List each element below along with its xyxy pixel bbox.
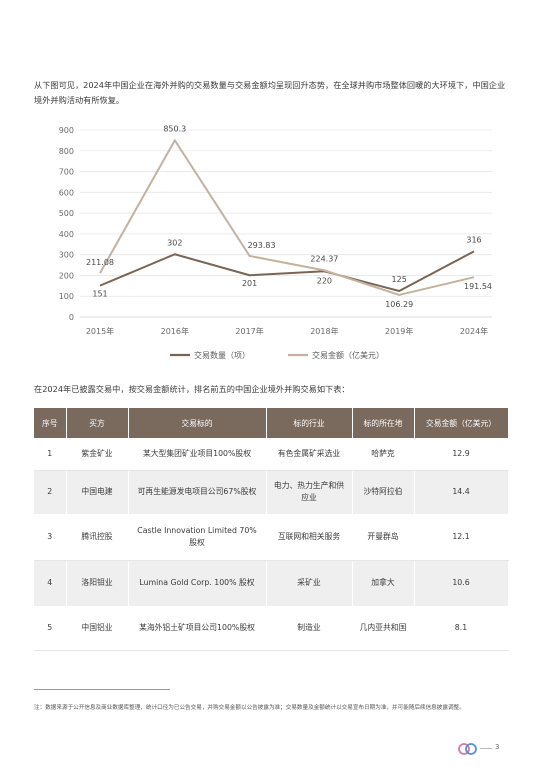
legend-label: 交易金额（亿美元） xyxy=(312,350,384,360)
cell-industry: 有色金属矿采选业 xyxy=(266,438,353,471)
data-label: 211.08 xyxy=(86,258,114,267)
cell-amount: 12.1 xyxy=(414,514,509,561)
footnote-divider xyxy=(34,689,170,690)
cell-buyer: 紫金矿业 xyxy=(66,438,129,471)
cell-index: 2 xyxy=(34,470,67,515)
cell-target: Lumina Gold Corp. 100% 股权 xyxy=(128,560,267,607)
header-industry: 标的行业 xyxy=(266,408,353,438)
data-label: 220 xyxy=(317,276,332,285)
data-label: 125 xyxy=(392,275,407,284)
cell-target: 某海外铝土矿项目公司100%股权 xyxy=(128,606,267,651)
page-number: 3 xyxy=(495,743,500,751)
data-label: 316 xyxy=(466,235,481,244)
deals-table: 序号 买方 交易标的 标的行业 标的所在地 交易金额（亿美元） 1 紫金矿业 某… xyxy=(34,408,509,651)
data-label: 151 xyxy=(92,290,107,299)
table-row: 4 洛阳钼业 Lumina Gold Corp. 100% 股权 采矿业 加拿大… xyxy=(34,560,509,607)
table-row: 2 中国电建 可再生能源发电项目公司67%股权 电力、热力生产和供应业 沙特阿拉… xyxy=(34,470,509,515)
y-tick-label: 500 xyxy=(59,209,74,218)
y-tick-label: 300 xyxy=(59,251,74,260)
page-number-rule xyxy=(480,748,492,749)
x-tick-label: 2018年 xyxy=(310,326,338,336)
data-label: 224.37 xyxy=(310,254,338,263)
table-header-row: 序号 买方 交易标的 标的行业 标的所在地 交易金额（亿美元） xyxy=(34,408,509,438)
data-label: 191.54 xyxy=(464,282,492,291)
y-tick-label: 900 xyxy=(59,126,74,135)
cell-amount: 8.1 xyxy=(414,606,509,651)
y-tick-label: 700 xyxy=(59,168,74,177)
y-tick-label: 600 xyxy=(59,188,74,197)
y-tick-label: 400 xyxy=(59,230,74,239)
x-tick-label: 2015年 xyxy=(86,326,114,336)
data-label: 201 xyxy=(242,279,257,288)
header-buyer: 买方 xyxy=(66,408,129,438)
series-line-1 xyxy=(99,250,475,293)
cell-target: 可再生能源发电项目公司67%股权 xyxy=(128,470,267,515)
legend-label: 交易数量（项） xyxy=(194,350,250,360)
cell-location: 开曼群岛 xyxy=(352,514,415,561)
header-amount: 交易金额（亿美元） xyxy=(414,408,509,438)
cell-location: 沙特阿拉伯 xyxy=(352,470,415,515)
cell-target: Castle Innovation Limited 70% 股权 xyxy=(128,514,267,561)
cell-industry: 互联网和相关服务 xyxy=(266,514,353,561)
cell-index: 1 xyxy=(34,438,67,471)
y-tick-label: 800 xyxy=(59,147,74,156)
header-index: 序号 xyxy=(34,408,67,438)
brand-logo-icon xyxy=(458,743,477,755)
cell-index: 4 xyxy=(34,560,67,607)
cell-industry: 制造业 xyxy=(266,606,353,651)
table-row: 1 紫金矿业 某大型集团矿业项目100%股权 有色金属矿采选业 哈萨克 12.9 xyxy=(34,438,509,471)
series-line-2 xyxy=(99,139,475,296)
footnote: 注：数据来源于公开信息及商业数据库整理，统计口径为已公告交易，并购交易金额以公告… xyxy=(34,705,465,711)
table-row: 5 中国铝业 某海外铝土矿项目公司100%股权 制造业 几内亚共和国 8.1 xyxy=(34,606,509,651)
cell-amount: 10.6 xyxy=(414,560,509,607)
y-tick-label: 100 xyxy=(59,292,74,301)
cell-location: 哈萨克 xyxy=(352,438,415,471)
data-label: 302 xyxy=(167,238,182,247)
cell-amount: 14.4 xyxy=(414,470,509,515)
cell-index: 5 xyxy=(34,606,67,651)
data-label: 106.29 xyxy=(385,300,413,309)
table-row: 3 腾讯控股 Castle Innovation Limited 70% 股权 … xyxy=(34,514,509,561)
cell-buyer: 洛阳钼业 xyxy=(66,560,129,607)
cell-buyer: 腾讯控股 xyxy=(66,514,129,561)
header-target: 交易标的 xyxy=(128,408,267,438)
y-tick-label: 0 xyxy=(69,313,74,322)
x-tick-label: 2019年 xyxy=(385,326,413,336)
cell-target: 某大型集团矿业项目100%股权 xyxy=(128,438,267,471)
line-chart: 0 100 200 300 400 500 600 700 800 900 2015年 2016年 2… xyxy=(59,124,492,360)
cell-location: 加拿大 xyxy=(352,560,415,607)
cell-industry: 电力、热力生产和供应业 xyxy=(266,470,353,515)
x-tick-label: 2016年 xyxy=(161,326,189,336)
cell-buyer: 中国电建 xyxy=(66,470,129,515)
header-location: 标的所在地 xyxy=(352,408,415,438)
cell-buyer: 中国铝业 xyxy=(66,606,129,651)
intro-paragraph: 从下图可见，2024年中国企业在海外并购的交易数量与交易金额均呈现回升态势，在全… xyxy=(34,80,506,105)
data-label: 293.83 xyxy=(248,241,276,250)
cell-industry: 采矿业 xyxy=(266,560,353,607)
data-label: 850.3 xyxy=(163,124,186,133)
table-intro-paragraph: 在2024年已披露交易中，按交易金额统计，排名前五的中国企业境外并购交易如下表： xyxy=(34,384,350,394)
y-tick-label: 200 xyxy=(59,271,74,280)
x-tick-label: 2024年 xyxy=(460,326,488,336)
cell-amount: 12.9 xyxy=(414,438,509,471)
x-tick-label: 2017年 xyxy=(235,326,263,336)
cell-index: 3 xyxy=(34,514,67,561)
cell-location: 几内亚共和国 xyxy=(352,606,415,651)
